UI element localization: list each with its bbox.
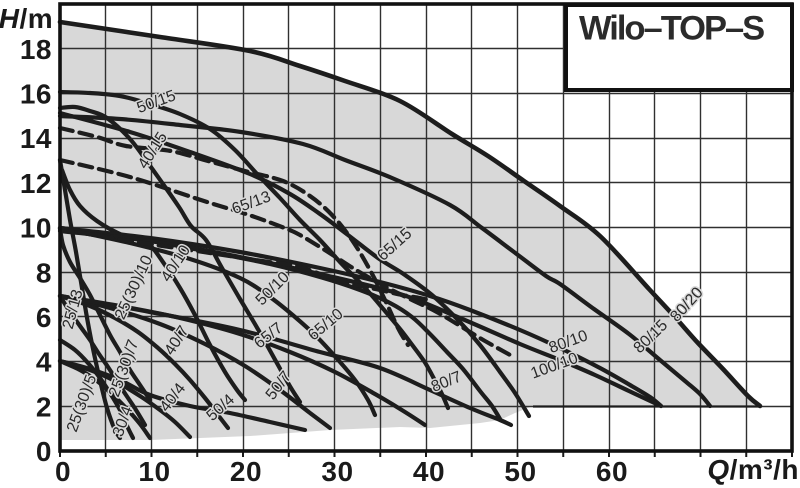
svg-text:20: 20 <box>230 456 262 487</box>
svg-text:4: 4 <box>36 347 52 378</box>
svg-text:0: 0 <box>36 436 52 467</box>
svg-text:6: 6 <box>36 302 52 333</box>
svg-text:Q/m³/h: Q/m³/h <box>707 454 799 485</box>
svg-text:8: 8 <box>36 257 52 288</box>
svg-text:H/m: H/m <box>0 3 53 34</box>
svg-text:2: 2 <box>36 391 52 422</box>
svg-text:16: 16 <box>20 78 52 109</box>
svg-text:60: 60 <box>596 456 628 487</box>
svg-text:Wilo–TOP–S: Wilo–TOP–S <box>579 9 764 47</box>
svg-text:10: 10 <box>20 213 52 244</box>
svg-text:10: 10 <box>138 456 170 487</box>
svg-text:40: 40 <box>413 456 445 487</box>
svg-text:18: 18 <box>20 34 52 65</box>
svg-text:30: 30 <box>321 456 353 487</box>
svg-text:50: 50 <box>504 456 536 487</box>
svg-text:12: 12 <box>20 168 52 199</box>
svg-text:14: 14 <box>20 123 52 154</box>
svg-text:0: 0 <box>55 456 71 487</box>
